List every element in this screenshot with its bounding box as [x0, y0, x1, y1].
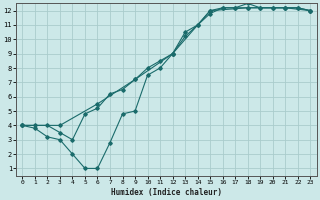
X-axis label: Humidex (Indice chaleur): Humidex (Indice chaleur): [111, 188, 222, 197]
